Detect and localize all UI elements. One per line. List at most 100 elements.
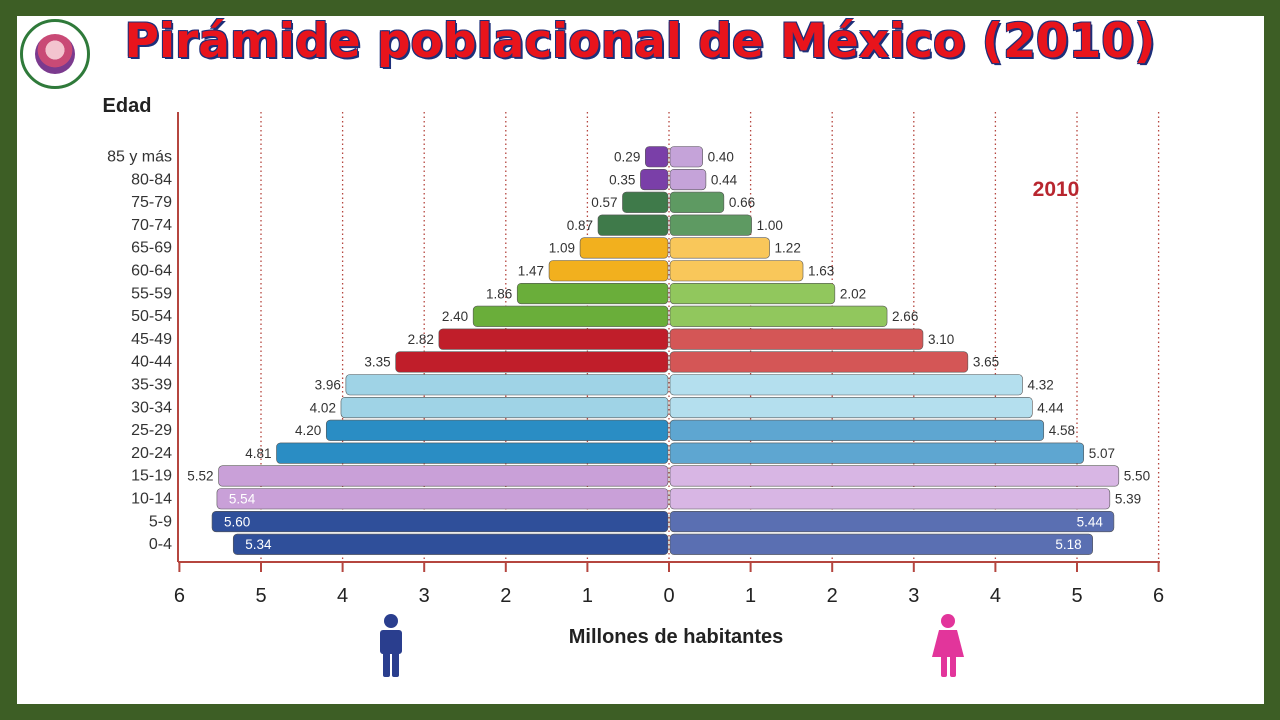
x-tick-label: 2 xyxy=(827,585,838,607)
female-bar xyxy=(669,305,888,327)
male-value-label: 1.86 xyxy=(486,286,512,301)
male-value-label: 2.82 xyxy=(408,332,434,347)
labels: 85 y más 0.29 0.40 80-84 0.35 0.44 75-79 0.57 0.… xyxy=(107,149,1150,554)
female-value-label: 2.66 xyxy=(892,309,918,324)
female-bar xyxy=(669,169,707,191)
female-value-label: 5.18 xyxy=(1055,537,1081,552)
age-group-label: 55-59 xyxy=(131,285,172,302)
age-group-label: 25-29 xyxy=(131,422,172,439)
female-value-label: 5.50 xyxy=(1124,469,1150,484)
female-bar xyxy=(669,237,770,259)
male-value-label: 3.35 xyxy=(364,355,390,370)
male-bar xyxy=(218,465,669,487)
male-value-label: 3.96 xyxy=(315,378,341,393)
male-value-label: 0.29 xyxy=(614,150,640,165)
x-tick-label: 1 xyxy=(745,585,756,607)
female-value-label: 4.32 xyxy=(1028,378,1054,393)
age-group-label: 75-79 xyxy=(131,194,172,211)
male-value-label: 0.57 xyxy=(591,195,617,210)
grid-lines: 6 5 4 3 2 1 0 1 2 3 4 5 6 xyxy=(174,112,1164,607)
age-group-label: 85 y más xyxy=(107,149,172,166)
female-value-label: 4.58 xyxy=(1049,423,1075,438)
male-bar xyxy=(232,533,669,555)
male-value-label: 4.20 xyxy=(295,423,321,438)
female-bar xyxy=(669,191,725,213)
male-value-label: 4.02 xyxy=(310,400,336,415)
female-value-label: 1.63 xyxy=(808,264,834,279)
male-value-label: 5.60 xyxy=(224,514,250,529)
x-tick-label: 0 xyxy=(663,585,674,607)
female-value-label: 3.65 xyxy=(973,355,999,370)
female-bar xyxy=(669,260,804,282)
male-bar xyxy=(645,146,669,168)
male-value-label: 5.54 xyxy=(229,492,256,507)
female-value-label: 0.66 xyxy=(729,195,755,210)
female-value-label: 4.44 xyxy=(1037,400,1064,415)
male-bar xyxy=(622,191,669,213)
y-axis-title: Edad xyxy=(103,95,152,117)
male-value-label: 5.52 xyxy=(187,469,213,484)
age-group-label: 80-84 xyxy=(131,171,172,188)
year-label: 2010 xyxy=(1033,178,1080,201)
page-title: Pirámide poblacional de México (2010) xyxy=(124,14,1156,69)
age-group-label: 65-69 xyxy=(131,240,172,257)
age-group-label: 10-14 xyxy=(131,491,172,508)
female-bar xyxy=(669,442,1085,464)
female-value-label: 5.44 xyxy=(1077,514,1104,529)
male-bar xyxy=(516,282,669,305)
male-bar xyxy=(216,488,669,510)
female-bar xyxy=(669,533,1093,555)
x-tick-label: 4 xyxy=(337,585,348,607)
male-value-label: 5.34 xyxy=(245,537,272,552)
female-bar xyxy=(669,146,703,168)
male-value-label: 1.09 xyxy=(549,241,575,256)
female-value-label: 2.02 xyxy=(840,286,866,301)
x-tick-label: 6 xyxy=(174,585,185,607)
age-group-label: 35-39 xyxy=(131,377,172,394)
male-bar xyxy=(548,260,669,282)
male-bar xyxy=(325,419,669,441)
x-axis-title: Millones de habitantes xyxy=(569,626,783,648)
x-tick-label: 2 xyxy=(500,585,511,607)
female-value-label: 5.07 xyxy=(1089,446,1115,461)
male-value-label: 0.87 xyxy=(567,218,593,233)
male-value-label: 2.40 xyxy=(442,309,468,324)
female-bar xyxy=(669,328,924,350)
bars xyxy=(211,146,1120,555)
female-bar xyxy=(669,214,752,236)
age-group-label: 30-34 xyxy=(131,399,172,416)
age-group-label: 60-64 xyxy=(131,263,172,280)
x-tick-label: 6 xyxy=(1153,585,1164,607)
age-group-label: 5-9 xyxy=(149,513,172,530)
x-tick-label: 5 xyxy=(1071,585,1082,607)
x-tick-label: 1 xyxy=(582,585,593,607)
age-group-label: 0-4 xyxy=(149,536,172,553)
age-group-label: 70-74 xyxy=(131,217,172,234)
male-value-label: 1.47 xyxy=(518,264,544,279)
x-tick-label: 3 xyxy=(419,585,430,607)
female-value-label: 0.44 xyxy=(711,172,738,187)
female-bar xyxy=(669,510,1115,533)
female-bar xyxy=(669,465,1120,487)
female-value-label: 0.40 xyxy=(708,150,734,165)
female-value-label: 3.10 xyxy=(928,332,954,347)
female-figure-icon xyxy=(932,614,964,677)
male-bar xyxy=(340,396,669,419)
male-bar xyxy=(211,510,669,533)
age-group-label: 20-24 xyxy=(131,445,172,462)
x-tick-label: 4 xyxy=(990,585,1001,607)
age-group-label: 40-44 xyxy=(131,354,172,371)
female-value-label: 5.39 xyxy=(1115,492,1141,507)
age-group-label: 15-19 xyxy=(131,468,172,485)
x-tick-label: 5 xyxy=(255,585,266,607)
age-group-label: 45-49 xyxy=(131,331,172,348)
female-bar xyxy=(669,488,1111,510)
male-value-label: 4.81 xyxy=(245,446,271,461)
x-tick-label: 3 xyxy=(908,585,919,607)
age-group-label: 50-54 xyxy=(131,308,172,325)
school-logo-icon xyxy=(20,19,90,89)
male-bar xyxy=(579,237,669,259)
male-bar xyxy=(438,328,669,350)
male-figure-icon xyxy=(380,614,402,677)
male-bar xyxy=(345,374,669,396)
